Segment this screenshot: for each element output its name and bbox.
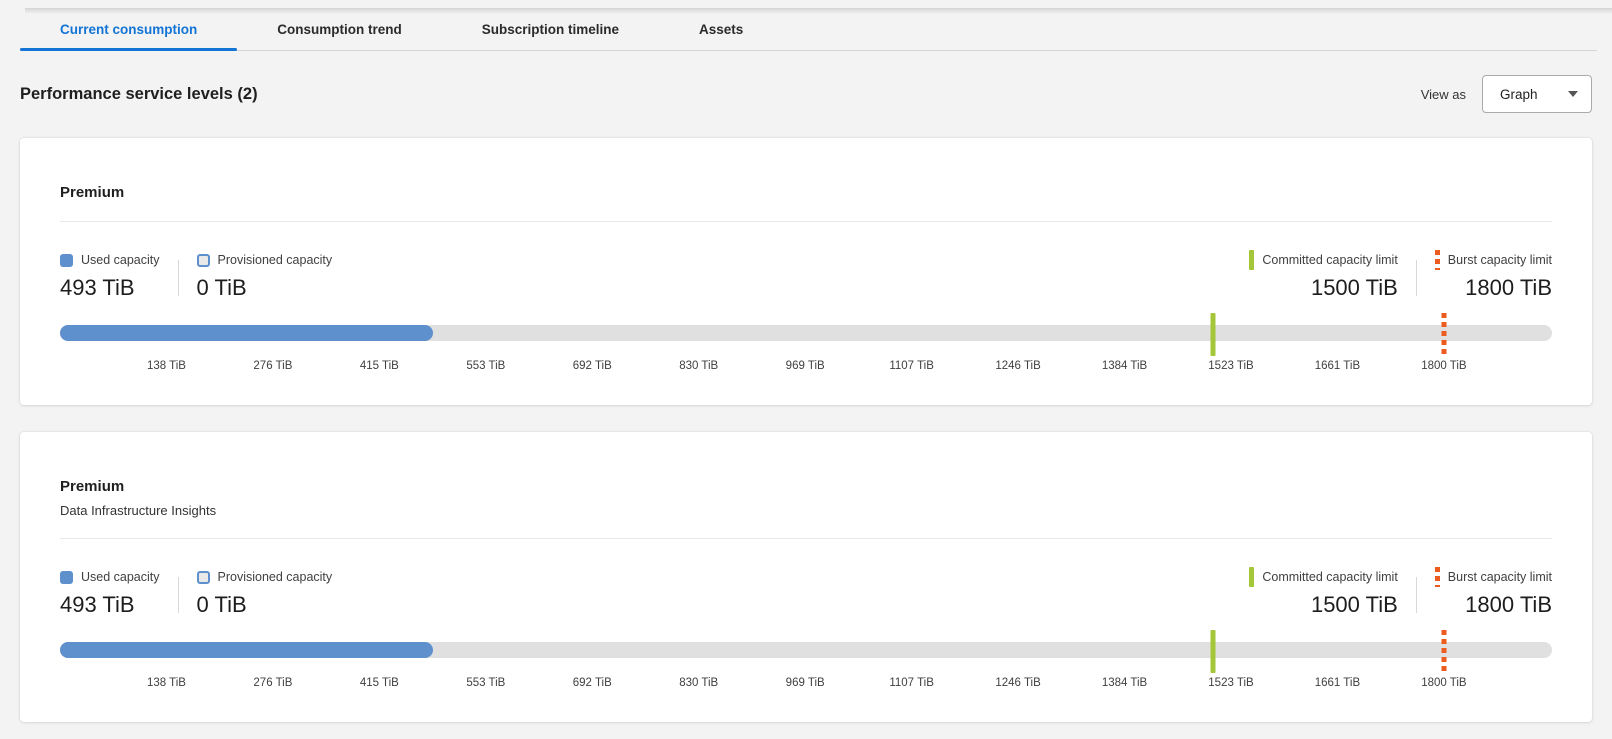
legend-right: Committed capacity limit 1500 TiB Burst … xyxy=(1249,567,1552,618)
tick-label: 830 TiB xyxy=(679,677,719,689)
committed-limit-marker xyxy=(1210,630,1216,673)
card-divider xyxy=(60,221,1552,222)
committed-limit-label: Committed capacity limit xyxy=(1262,253,1398,267)
tick-label: 1800 TiB xyxy=(1421,677,1467,689)
legend-divider xyxy=(1415,577,1417,613)
gauge-tick-labels: 138 TiB 276 TiB 415 TiB 553 TiB 692 TiB 830 T… xyxy=(60,360,1552,375)
card-title: Premium xyxy=(60,478,125,495)
provisioned-capacity-swatch-icon xyxy=(196,570,210,584)
gauge-used-fill xyxy=(60,642,433,658)
legend-row: Used capacity 493 TiB Provisioned capaci… xyxy=(60,567,1552,618)
provisioned-capacity-swatch-icon xyxy=(196,253,210,267)
legend-provisioned-capacity: Provisioned capacity 0 TiB xyxy=(196,569,333,618)
legend-committed-limit: Committed capacity limit 1500 TiB xyxy=(1249,250,1398,301)
capacity-gauge xyxy=(60,630,1552,673)
gauge-track xyxy=(60,642,1552,658)
burst-limit-marker xyxy=(1441,630,1447,673)
service-level-card-premium: Premium Used capacity 493 TiB Provisione… xyxy=(20,138,1592,405)
used-capacity-swatch-icon xyxy=(60,253,73,267)
tick-label: 1246 TiB xyxy=(995,677,1041,689)
tick-label: 553 TiB xyxy=(466,677,506,689)
tick-label: 276 TiB xyxy=(253,360,293,372)
view-as-label: View as xyxy=(1420,86,1466,102)
tick-label: 1661 TiB xyxy=(1314,360,1361,372)
used-capacity-label: Used capacity xyxy=(81,253,160,267)
committed-limit-marker xyxy=(1210,313,1216,356)
tab-consumption-trend[interactable]: Consumption trend xyxy=(277,22,402,37)
burst-limit-value: 1800 TiB xyxy=(1465,592,1552,617)
tick-label: 1384 TiB xyxy=(1101,360,1148,372)
chevron-down-icon xyxy=(1568,91,1578,97)
provisioned-capacity-label: Provisioned capacity xyxy=(217,253,333,267)
tick-label: 1107 TiB xyxy=(889,677,934,689)
committed-limit-value: 1500 TiB xyxy=(1310,275,1398,300)
service-level-card-premium-dii: Premium Data Infrastructure Insights Use… xyxy=(20,432,1592,722)
tick-label: 1246 TiB xyxy=(995,360,1041,372)
legend-burst-limit: Burst capacity limit 1800 TiB xyxy=(1434,250,1552,301)
legend-divider xyxy=(1415,260,1417,296)
capacity-gauge xyxy=(60,313,1552,356)
tab-bar: Current consumption Consumption trend Su… xyxy=(20,8,1597,51)
tick-label: 138 TiB xyxy=(146,360,186,372)
tick-label: 1523 TiB xyxy=(1208,677,1254,689)
tick-label: 553 TiB xyxy=(466,360,506,372)
burst-limit-marker-icon xyxy=(1434,567,1440,587)
gauge-used-fill xyxy=(60,325,433,341)
tab-current-consumption[interactable]: Current consumption xyxy=(20,8,238,51)
tick-label: 969 TiB xyxy=(785,360,825,372)
gauge-track xyxy=(60,325,1552,341)
tick-label: 276 TiB xyxy=(253,677,293,689)
legend-used-capacity: Used capacity 493 TiB xyxy=(60,252,160,301)
legend-committed-limit: Committed capacity limit 1500 TiB xyxy=(1249,567,1398,618)
view-as-control: View as Graph xyxy=(1421,75,1592,113)
used-capacity-label: Used capacity xyxy=(81,570,160,584)
view-mode-select[interactable]: Graph xyxy=(1482,75,1592,113)
legend-right: Committed capacity limit 1500 TiB Burst … xyxy=(1249,250,1552,301)
legend-burst-limit: Burst capacity limit 1800 TiB xyxy=(1434,567,1552,618)
provisioned-capacity-value: 0 TiB xyxy=(196,275,247,300)
card-subtitle: Data Infrastructure Insights xyxy=(60,503,217,518)
burst-limit-label: Burst capacity limit xyxy=(1447,570,1552,584)
page-title: Performance service levels (2) xyxy=(20,84,258,103)
tick-label: 415 TiB xyxy=(359,677,399,689)
burst-limit-marker-icon xyxy=(1434,250,1440,270)
tick-label: 415 TiB xyxy=(359,360,399,372)
tab-subscription-timeline[interactable]: Subscription timeline xyxy=(481,22,620,37)
used-capacity-swatch-icon xyxy=(60,570,73,584)
legend-left: Used capacity 493 TiB Provisioned capaci… xyxy=(60,569,332,618)
provisioned-capacity-label: Provisioned capacity xyxy=(217,570,333,584)
burst-limit-value: 1800 TiB xyxy=(1465,275,1552,300)
provisioned-capacity-value: 0 TiB xyxy=(196,592,247,617)
tick-label: 138 TiB xyxy=(146,677,186,689)
legend-left: Used capacity 493 TiB Provisioned capaci… xyxy=(60,252,332,301)
legend-divider xyxy=(177,260,179,296)
view-mode-value: Graph xyxy=(1500,86,1538,102)
section-header: Performance service levels (2) View as G… xyxy=(20,75,1592,113)
tick-label: 1523 TiB xyxy=(1208,360,1254,372)
tick-label: 1661 TiB xyxy=(1314,677,1361,689)
legend-used-capacity: Used capacity 493 TiB xyxy=(60,569,160,618)
tick-label: 692 TiB xyxy=(572,677,612,689)
card-title: Premium xyxy=(60,184,125,201)
committed-limit-value: 1500 TiB xyxy=(1310,592,1398,617)
committed-limit-label: Committed capacity limit xyxy=(1262,570,1398,584)
tick-label: 1107 TiB xyxy=(889,360,934,372)
burst-limit-label: Burst capacity limit xyxy=(1447,253,1552,267)
tick-label: 1800 TiB xyxy=(1421,360,1467,372)
legend-divider xyxy=(177,577,179,613)
card-divider xyxy=(60,538,1552,539)
burst-limit-marker xyxy=(1441,313,1447,356)
tick-label: 692 TiB xyxy=(572,360,612,372)
tab-assets[interactable]: Assets xyxy=(699,22,744,37)
gauge-tick-labels: 138 TiB 276 TiB 415 TiB 553 TiB 692 TiB 830 T… xyxy=(60,677,1552,692)
committed-limit-marker-icon xyxy=(1249,250,1255,270)
legend-row: Used capacity 493 TiB Provisioned capaci… xyxy=(60,250,1552,301)
tick-label: 1384 TiB xyxy=(1101,677,1148,689)
committed-limit-marker-icon xyxy=(1249,567,1255,587)
tick-label: 830 TiB xyxy=(679,360,719,372)
used-capacity-value: 493 TiB xyxy=(60,275,135,300)
used-capacity-value: 493 TiB xyxy=(60,592,135,617)
legend-provisioned-capacity: Provisioned capacity 0 TiB xyxy=(196,252,333,301)
tick-label: 969 TiB xyxy=(785,677,825,689)
